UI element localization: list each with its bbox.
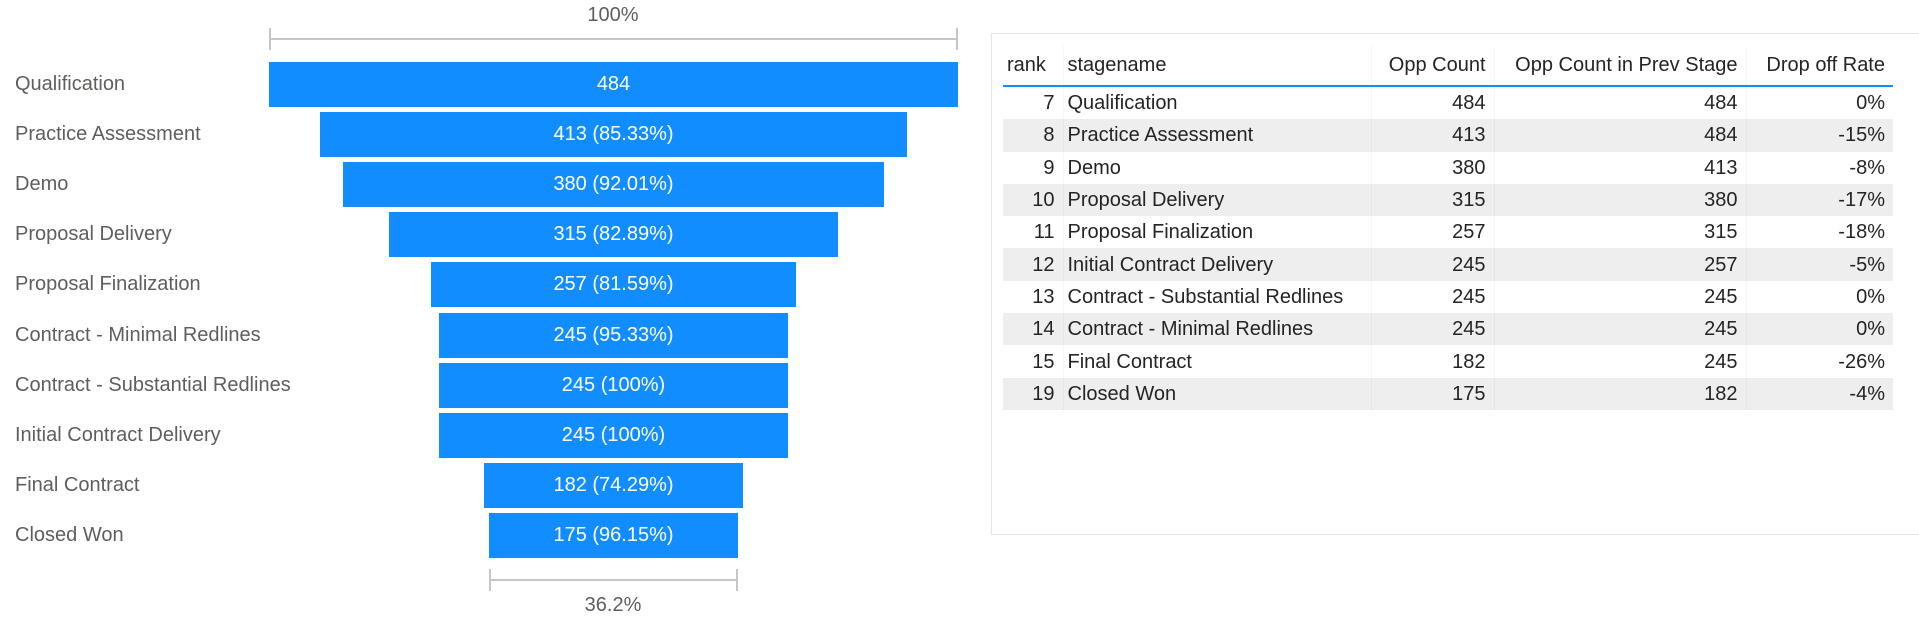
cell-drop-off-rate: -26% [1746, 345, 1893, 377]
cell-stagename: Contract - Minimal Redlines [1063, 313, 1371, 346]
cell-stagename: Qualification [1063, 86, 1371, 119]
stage-label: Proposal Delivery [15, 223, 172, 246]
cell-opp-count: 413 [1371, 119, 1494, 152]
column-header-stagename[interactable]: stagename [1063, 46, 1371, 86]
cell-rank: 19 [1003, 377, 1063, 410]
stage-label: Practice Assessment [15, 123, 201, 146]
cell-drop-off-rate: 0% [1746, 313, 1893, 346]
cell-opp-count: 245 [1371, 248, 1494, 281]
cell-drop-off-rate: -18% [1746, 216, 1893, 248]
cell-drop-off-rate: -4% [1746, 377, 1893, 410]
cell-drop-off-rate: 0% [1746, 86, 1893, 119]
cell-opp-count-prev-stage: 484 [1494, 119, 1746, 152]
bottom-axis-bracket [488, 569, 739, 591]
cell-drop-off-rate: -15% [1746, 119, 1893, 152]
stage-table-panel: rank stagename Opp Count Opp Count in Pr… [991, 33, 1919, 535]
cell-stagename: Proposal Delivery [1063, 183, 1371, 217]
column-header-drop-off-rate[interactable]: Drop off Rate [1746, 46, 1893, 86]
cell-rank: 15 [1032, 350, 1055, 373]
cell-drop-off-rate: -8% [1746, 152, 1893, 184]
cell-rank: 9 [1043, 156, 1055, 179]
funnel-bar[interactable]: 182 (74.29%) [483, 462, 744, 508]
cell-stagename: Final Contract [1063, 345, 1371, 377]
table-row[interactable]: 14 Contract - Minimal Redlines 245 245 0% [1003, 313, 1893, 346]
table-row[interactable]: 9 Demo 380 413 -8% [1003, 152, 1893, 184]
stage-label: Final Contract [15, 473, 140, 496]
table-row[interactable]: 7 Qualification 484 484 0% [1003, 86, 1893, 119]
cell-opp-count: 245 [1371, 281, 1494, 313]
funnel-bar[interactable]: 175 (96.15%) [488, 512, 739, 558]
funnel-bar[interactable]: 245 (100%) [439, 362, 788, 408]
cell-rank: 7 [1043, 92, 1055, 115]
cell-stagename: Initial Contract Delivery [1063, 248, 1371, 281]
column-header-opp-count[interactable]: Opp Count [1371, 46, 1494, 86]
cell-opp-count: 484 [1371, 86, 1494, 119]
funnel-bar[interactable]: 484 [269, 62, 958, 107]
cell-opp-count-prev-stage: 413 [1494, 152, 1746, 184]
cell-opp-count-prev-stage: 245 [1494, 313, 1746, 346]
funnel-bar[interactable]: 380 (92.01%) [343, 162, 884, 208]
funnel-bar[interactable]: 413 (85.33%) [319, 112, 908, 158]
cell-opp-count-prev-stage: 245 [1494, 345, 1746, 377]
table-row[interactable]: 12 Initial Contract Delivery 245 257 -5% [1003, 248, 1893, 281]
column-header-opp-count-prev-stage[interactable]: Opp Count in Prev Stage [1494, 46, 1746, 86]
funnel-bar[interactable]: 245 (100%) [439, 412, 788, 458]
cell-drop-off-rate: 0% [1746, 281, 1893, 313]
stage-label: Initial Contract Delivery [15, 423, 221, 446]
bottom-axis-label: 36.2% [584, 594, 642, 616]
cell-opp-count: 175 [1371, 377, 1494, 410]
funnel-bar[interactable]: 245 (95.33%) [439, 312, 788, 358]
cell-opp-count: 257 [1371, 216, 1494, 248]
table-row[interactable]: 10 Proposal Delivery 315 380 -17% [1003, 183, 1893, 217]
cell-stagename: Closed Won [1063, 377, 1371, 410]
stage-label: Closed Won [15, 523, 124, 546]
cell-drop-off-rate: -5% [1746, 248, 1893, 281]
table-row[interactable]: 11 Proposal Finalization 257 315 -18% [1003, 216, 1893, 248]
cell-rank: 10 [1003, 183, 1063, 217]
funnel-bar[interactable]: 257 (81.59%) [430, 262, 797, 308]
cell-rank: 14 [1003, 313, 1063, 346]
cell-rank: 13 [1032, 285, 1055, 308]
cell-drop-off-rate: -17% [1746, 183, 1893, 217]
cell-opp-count-prev-stage: 484 [1494, 86, 1746, 119]
table-row[interactable]: 19 Closed Won 175 182 -4% [1003, 377, 1893, 410]
table-row[interactable]: 15 Final Contract 182 245 -26% [1003, 345, 1893, 377]
table-header-row: rank stagename Opp Count Opp Count in Pr… [1003, 46, 1893, 86]
stage-label: Contract - Minimal Redlines [15, 323, 261, 346]
column-header-rank[interactable]: rank [1007, 54, 1046, 76]
top-axis-label: 100% [587, 4, 639, 26]
cell-opp-count-prev-stage: 182 [1494, 377, 1746, 410]
funnel-bar[interactable]: 315 (82.89%) [389, 212, 838, 258]
cell-opp-count-prev-stage: 315 [1494, 216, 1746, 248]
cell-opp-count: 182 [1371, 345, 1494, 377]
top-axis-bracket [269, 28, 958, 50]
stage-label: Proposal Finalization [15, 273, 201, 296]
stage-table: rank stagename Opp Count Opp Count in Pr… [1003, 46, 1893, 410]
cell-stagename: Proposal Finalization [1063, 216, 1371, 248]
cell-stagename: Contract - Substantial Redlines [1063, 281, 1371, 313]
cell-opp-count: 380 [1371, 152, 1494, 184]
cell-stagename: Practice Assessment [1063, 119, 1371, 152]
stage-label: Contract - Substantial Redlines [15, 373, 291, 396]
cell-stagename: Demo [1063, 152, 1371, 184]
stage-label: Demo [15, 173, 69, 196]
stage-label: Qualification [15, 73, 126, 95]
cell-rank: 8 [1003, 119, 1063, 152]
cell-opp-count-prev-stage: 380 [1494, 183, 1746, 217]
cell-opp-count: 315 [1371, 183, 1494, 217]
cell-rank: 12 [1003, 248, 1063, 281]
cell-opp-count-prev-stage: 245 [1494, 281, 1746, 313]
cell-opp-count-prev-stage: 257 [1494, 248, 1746, 281]
funnel-chart: 100% Qualification 484 Practice Assessment… [15, 4, 958, 616]
table-row[interactable]: 8 Practice Assessment 413 484 -15% [1003, 119, 1893, 152]
cell-rank: 11 [1033, 221, 1055, 244]
cell-opp-count: 245 [1371, 313, 1494, 346]
table-row[interactable]: 13 Contract - Substantial Redlines 245 245 0… [1003, 281, 1893, 313]
